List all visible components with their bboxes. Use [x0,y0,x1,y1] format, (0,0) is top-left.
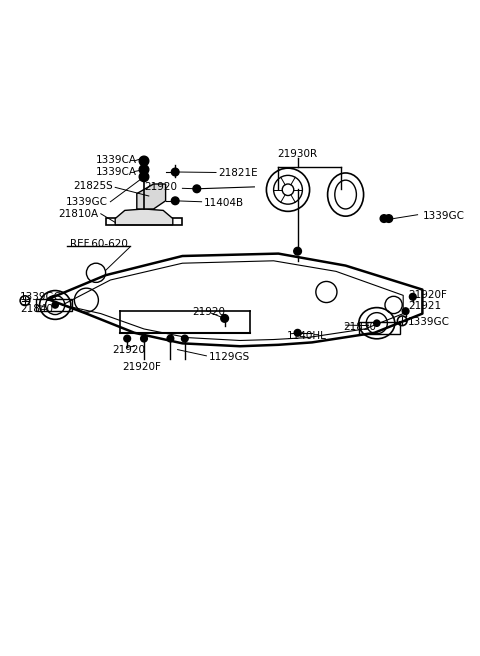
Text: 21920: 21920 [112,344,145,355]
Circle shape [221,315,228,322]
Polygon shape [115,209,173,225]
Circle shape [294,329,301,336]
Circle shape [51,301,59,309]
Text: REF.60-620: REF.60-620 [70,239,128,249]
Text: 21821E: 21821E [218,168,258,178]
Text: 21920: 21920 [144,182,178,192]
Circle shape [385,215,393,222]
Text: 1339GC: 1339GC [20,292,62,302]
Circle shape [171,197,179,205]
Circle shape [171,168,179,176]
Circle shape [373,319,381,327]
Text: 21920: 21920 [192,307,225,317]
Bar [36,299,72,311]
Text: 1339CA: 1339CA [96,155,137,165]
Circle shape [181,335,188,342]
Text: 21810A: 21810A [58,209,98,219]
Text: 1129GS: 1129GS [209,352,250,362]
Circle shape [402,308,409,315]
Text: 1339CA: 1339CA [96,167,137,176]
Text: 21825S: 21825S [73,182,113,192]
Circle shape [380,215,388,222]
Circle shape [124,335,131,342]
Text: 1339GC: 1339GC [422,211,464,221]
Text: 21840: 21840 [20,304,53,314]
Bar [359,321,400,334]
Text: 1339GC: 1339GC [66,197,108,207]
Text: 21830: 21830 [343,322,376,332]
Text: 1339GC: 1339GC [408,318,450,327]
Circle shape [141,335,147,342]
Circle shape [167,335,174,342]
Circle shape [139,172,149,182]
Text: 21921: 21921 [408,301,441,312]
Circle shape [139,156,149,166]
Circle shape [409,293,416,300]
Text: 21920F: 21920F [408,291,447,300]
Circle shape [193,185,201,193]
Text: 21930R: 21930R [277,150,318,159]
Text: 1140HL: 1140HL [287,331,327,340]
Text: 21920F: 21920F [122,362,161,373]
Circle shape [139,165,149,174]
Text: 11404B: 11404B [204,197,244,208]
Polygon shape [137,184,166,209]
Circle shape [294,247,301,255]
